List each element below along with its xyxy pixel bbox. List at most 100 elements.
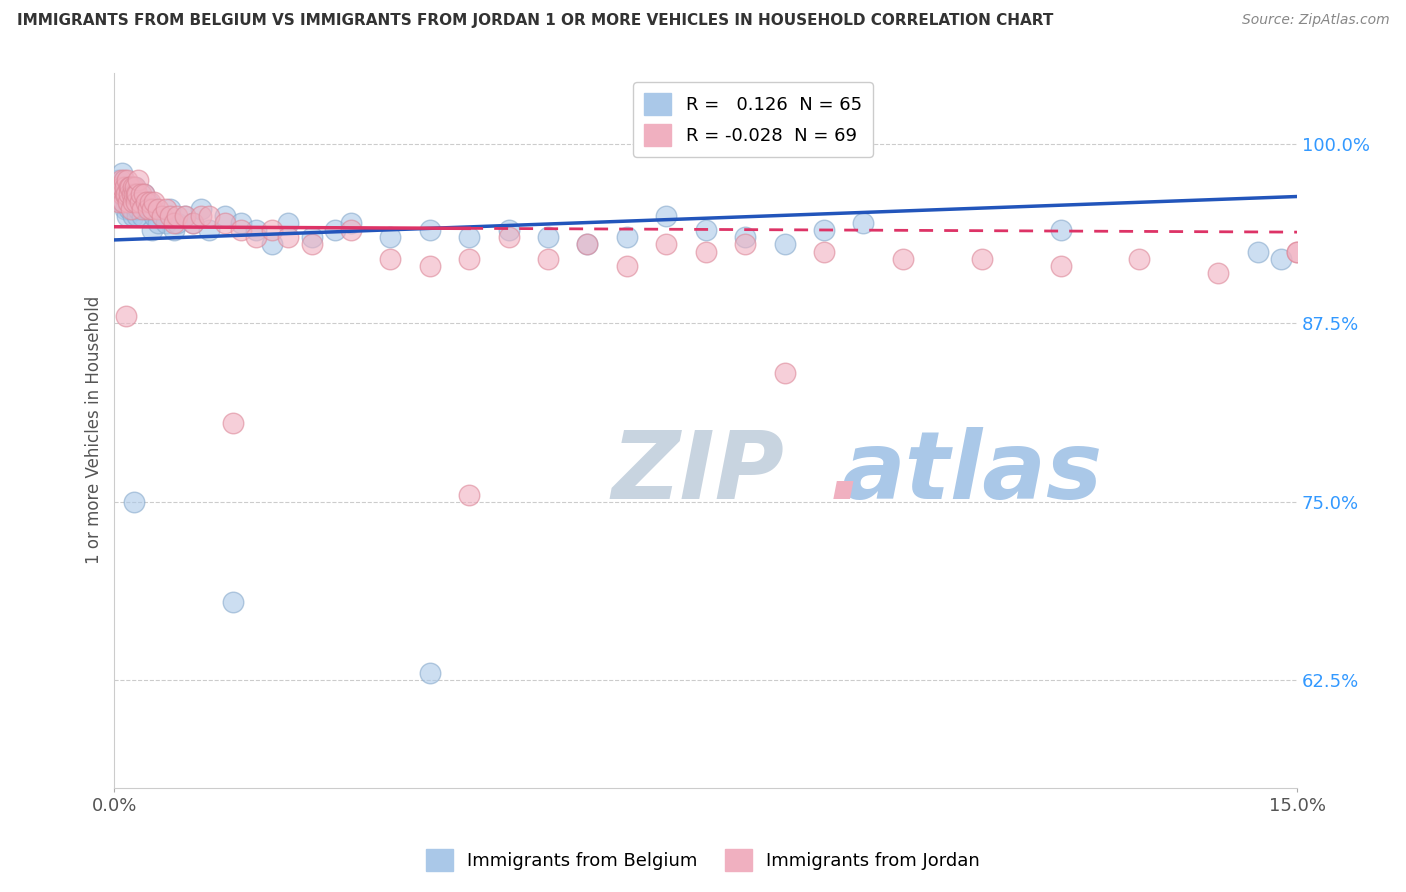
Point — [734, 237, 756, 252]
Point — [122, 194, 145, 209]
Point — [1049, 223, 1071, 237]
Point — [150, 209, 173, 223]
Point — [323, 223, 346, 237]
Point — [108, 187, 131, 202]
Point — [112, 180, 135, 194]
Point — [155, 216, 177, 230]
Point — [115, 173, 138, 187]
Point — [214, 216, 236, 230]
Point — [166, 209, 188, 223]
Text: atlas: atlas — [842, 427, 1102, 519]
Point — [380, 230, 402, 244]
Point — [120, 202, 142, 216]
Point — [122, 187, 145, 202]
Point — [190, 209, 212, 223]
Point — [813, 244, 835, 259]
Point — [174, 209, 197, 223]
Point — [142, 194, 165, 209]
Point — [131, 202, 153, 216]
Point — [121, 187, 143, 202]
Point — [198, 223, 221, 237]
Point — [114, 180, 136, 194]
Point — [122, 209, 145, 223]
Point — [695, 244, 717, 259]
Point — [117, 187, 139, 202]
Point — [1270, 252, 1292, 266]
Point — [181, 216, 204, 230]
Point — [125, 187, 148, 202]
Point — [159, 209, 181, 223]
Point — [118, 187, 141, 202]
Point — [162, 216, 184, 230]
Point — [221, 595, 243, 609]
Point — [458, 252, 481, 266]
Point — [110, 187, 132, 202]
Y-axis label: 1 or more Vehicles in Household: 1 or more Vehicles in Household — [86, 296, 103, 565]
Point — [340, 223, 363, 237]
Point — [146, 216, 169, 230]
Point — [139, 194, 162, 209]
Point — [127, 202, 149, 216]
Point — [111, 180, 134, 194]
Point — [891, 252, 914, 266]
Point — [695, 223, 717, 237]
Point — [198, 209, 221, 223]
Point — [655, 237, 678, 252]
Point — [159, 202, 181, 216]
Point — [127, 209, 149, 223]
Point — [498, 223, 520, 237]
Point — [114, 187, 136, 202]
Point — [301, 237, 323, 252]
Point — [229, 216, 252, 230]
Point — [125, 194, 148, 209]
Point — [214, 209, 236, 223]
Point — [125, 202, 148, 216]
Point — [134, 187, 156, 202]
Text: ZIP: ZIP — [612, 427, 785, 519]
Point — [458, 487, 481, 501]
Point — [112, 173, 135, 187]
Point — [136, 194, 159, 209]
Point — [135, 194, 157, 209]
Point — [131, 209, 153, 223]
Point — [537, 252, 560, 266]
Point — [419, 223, 441, 237]
Point — [1206, 266, 1229, 280]
Point — [118, 202, 141, 216]
Point — [117, 194, 139, 209]
Point — [121, 202, 143, 216]
Point — [576, 237, 599, 252]
Point — [125, 194, 148, 209]
Point — [773, 237, 796, 252]
Point — [136, 202, 159, 216]
Point — [616, 230, 638, 244]
Point — [120, 180, 142, 194]
Point — [115, 187, 138, 202]
Point — [537, 230, 560, 244]
Point — [114, 187, 136, 202]
Point — [262, 237, 284, 252]
Point — [576, 237, 599, 252]
Point — [121, 187, 143, 202]
Point — [108, 194, 131, 209]
Point — [111, 194, 134, 209]
Point — [380, 252, 402, 266]
Text: IMMIGRANTS FROM BELGIUM VS IMMIGRANTS FROM JORDAN 1 OR MORE VEHICLES IN HOUSEHOL: IMMIGRANTS FROM BELGIUM VS IMMIGRANTS FR… — [17, 13, 1053, 29]
Point — [120, 194, 142, 209]
Point — [1286, 244, 1309, 259]
Point — [120, 180, 142, 194]
Point — [124, 180, 146, 194]
Point — [107, 173, 129, 187]
Point — [616, 259, 638, 273]
Point — [127, 173, 149, 187]
Point — [245, 223, 267, 237]
Point — [229, 223, 252, 237]
Point — [773, 366, 796, 380]
Point — [122, 494, 145, 508]
Point — [277, 230, 299, 244]
Text: .: . — [828, 427, 865, 519]
Text: Source: ZipAtlas.com: Source: ZipAtlas.com — [1241, 13, 1389, 28]
Point — [115, 180, 138, 194]
Point — [277, 216, 299, 230]
Point — [221, 416, 243, 430]
